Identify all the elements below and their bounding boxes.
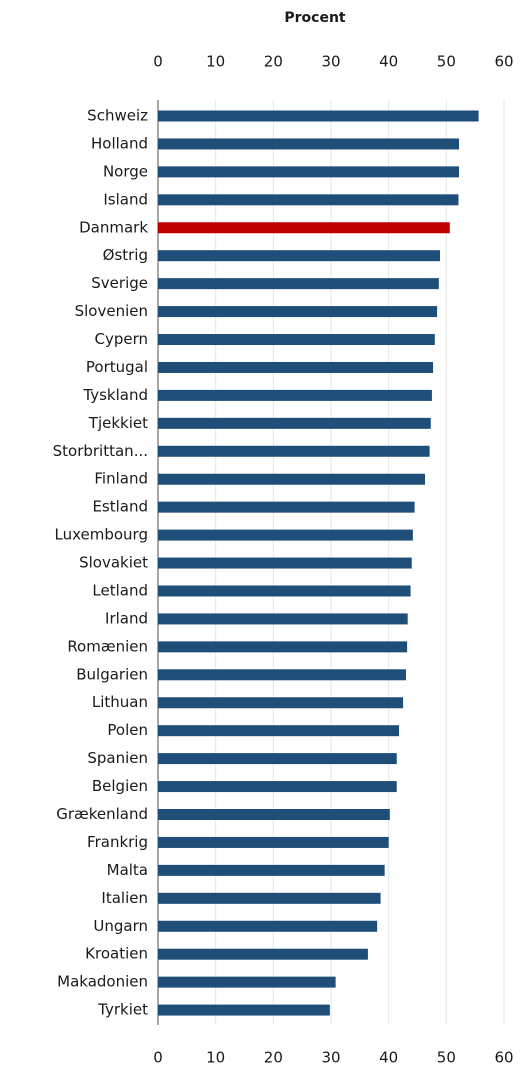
y-tick-label: Romænien bbox=[67, 637, 148, 655]
y-tick-label: Luxembourg bbox=[55, 526, 149, 544]
bar bbox=[158, 697, 404, 709]
y-tick-label: Cypern bbox=[94, 330, 148, 348]
x-tick-label: 30 bbox=[321, 53, 340, 71]
x-tick-label: 10 bbox=[206, 53, 225, 71]
x-tick-label: 20 bbox=[264, 1049, 283, 1067]
y-tick-label: Finland bbox=[94, 470, 148, 488]
x-tick-label: 0 bbox=[153, 53, 163, 71]
bar bbox=[158, 641, 408, 653]
bar bbox=[158, 110, 479, 122]
y-tick-label: Tyrkiet bbox=[97, 1001, 148, 1019]
y-tick-label: Portugal bbox=[86, 358, 148, 376]
y-tick-label: Schweiz bbox=[87, 107, 148, 125]
x-tick-label: 0 bbox=[153, 1049, 163, 1067]
y-tick-label: Italien bbox=[101, 889, 148, 907]
x-tick-label: 60 bbox=[494, 53, 513, 71]
y-tick-label: Letland bbox=[92, 581, 148, 599]
bar bbox=[158, 892, 381, 904]
bar bbox=[158, 557, 412, 569]
bar bbox=[158, 836, 389, 848]
y-tick-label: Sverige bbox=[91, 274, 148, 292]
bar bbox=[158, 306, 438, 318]
y-tick-label: Irland bbox=[105, 609, 148, 627]
y-tick-label: Malta bbox=[107, 861, 148, 879]
x-tick-label: 50 bbox=[437, 53, 456, 71]
x-tick-label: 10 bbox=[206, 1049, 225, 1067]
bar bbox=[158, 250, 440, 262]
chart-title: Procent bbox=[284, 10, 346, 26]
bar bbox=[158, 334, 435, 346]
y-tick-label: Storbrittan... bbox=[53, 442, 148, 460]
y-tick-label: Makadonien bbox=[57, 973, 148, 991]
x-tick-label: 20 bbox=[264, 53, 283, 71]
y-tick-label: Island bbox=[103, 190, 148, 208]
y-tick-label: Holland bbox=[91, 134, 148, 152]
y-tick-label: Østrig bbox=[103, 246, 148, 264]
bar bbox=[158, 529, 413, 541]
bar bbox=[158, 864, 385, 876]
y-tick-label: Lithuan bbox=[92, 693, 148, 711]
bar bbox=[158, 278, 439, 290]
bar bbox=[158, 781, 397, 793]
bar bbox=[158, 753, 397, 765]
bar bbox=[158, 361, 434, 373]
y-tick-label: Tjekkiet bbox=[88, 414, 148, 432]
bar bbox=[158, 501, 415, 513]
bar bbox=[158, 473, 425, 485]
y-tick-label: Danmark bbox=[79, 218, 148, 236]
x-tick-label: 30 bbox=[321, 1049, 340, 1067]
bar bbox=[158, 585, 411, 597]
y-tick-label: Norge bbox=[103, 162, 148, 180]
y-tick-label: Grækenland bbox=[56, 805, 148, 823]
bar bbox=[158, 417, 431, 429]
y-tick-label: Estland bbox=[92, 498, 148, 516]
y-tick-label: Belgien bbox=[92, 777, 148, 795]
bar bbox=[158, 138, 460, 150]
bar bbox=[158, 920, 378, 932]
bar bbox=[158, 669, 406, 681]
x-tick-label: 60 bbox=[494, 1049, 513, 1067]
bar bbox=[158, 389, 432, 401]
bar bbox=[158, 976, 336, 988]
x-tick-label: 50 bbox=[437, 1049, 456, 1067]
y-tick-label: Frankrig bbox=[87, 833, 148, 851]
bar bbox=[158, 1004, 330, 1016]
y-tick-label: Polen bbox=[107, 721, 148, 739]
bar bbox=[158, 445, 430, 457]
y-tick-label: Spanien bbox=[87, 749, 148, 767]
bar bbox=[158, 809, 390, 820]
bar bbox=[158, 166, 460, 178]
bar bbox=[158, 725, 400, 737]
bar bbox=[158, 948, 368, 960]
y-tick-label: Ungarn bbox=[93, 917, 148, 935]
y-tick-label: Kroatien bbox=[85, 945, 148, 963]
bar bbox=[158, 613, 408, 625]
bar bbox=[158, 194, 459, 206]
y-tick-label: Slovenien bbox=[75, 302, 148, 320]
bar bbox=[158, 222, 450, 234]
x-tick-label: 40 bbox=[379, 53, 398, 71]
y-tick-label: Slovakiet bbox=[79, 554, 148, 572]
y-tick-label: Bulgarien bbox=[76, 665, 148, 683]
y-tick-label: Tyskland bbox=[82, 386, 148, 404]
x-tick-label: 40 bbox=[379, 1049, 398, 1067]
